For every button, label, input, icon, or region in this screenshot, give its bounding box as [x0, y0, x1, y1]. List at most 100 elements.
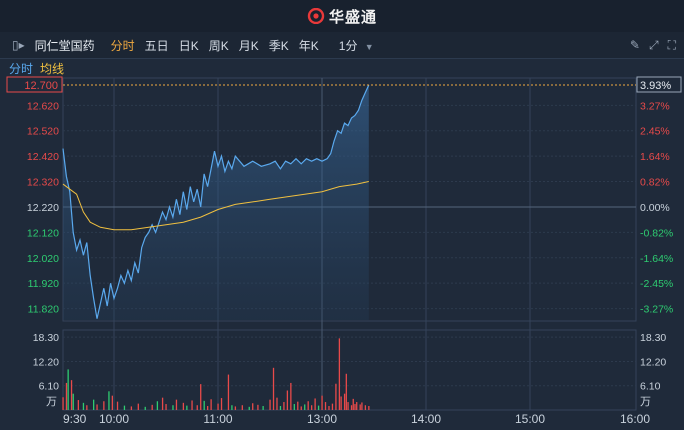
volume-bar: [340, 396, 342, 410]
collapse-sidebar-icon[interactable]: ▯▸: [12, 38, 25, 52]
current-price-tag: 12.700: [24, 80, 58, 92]
pct-tick-label: 0.00%: [640, 202, 670, 214]
volume-bar: [248, 406, 250, 410]
tab-weekly-k[interactable]: 周K: [208, 38, 229, 53]
volume-bar: [72, 393, 74, 410]
tab-monthly-k[interactable]: 月K: [238, 38, 259, 53]
pct-tick-label: 0.82%: [640, 177, 670, 189]
volume-bar: [156, 401, 159, 410]
pct-tick-label: -2.45%: [640, 278, 673, 290]
price-tick-label: 12.120: [27, 227, 59, 239]
price-tick-label: 12.020: [27, 253, 59, 265]
volume-bar: [311, 405, 313, 410]
tab-daily-k[interactable]: 日K: [178, 38, 199, 53]
current-change-tag-box: [636, 76, 682, 93]
volume-bar: [207, 406, 209, 410]
volume-bar: [70, 380, 73, 410]
volume-bar: [111, 395, 113, 410]
volume-bar: [186, 405, 188, 410]
current-price-tag-box: [6, 76, 63, 93]
volume-bar: [272, 367, 275, 410]
price-line: [62, 84, 370, 319]
volume-bar: [65, 382, 68, 410]
tab-quarterly-k[interactable]: 季K: [268, 38, 289, 53]
volume-unit-label-right: 万: [640, 395, 651, 408]
volume-bar: [300, 406, 302, 410]
interval-value: 1分: [338, 38, 358, 53]
volume-tick-label-right: 18.30: [640, 332, 666, 344]
mode-label[interactable]: 分时: [9, 61, 34, 76]
volume-bar: [108, 391, 110, 410]
volume-bar: [262, 406, 264, 410]
pencil-icon[interactable]: ✎: [629, 37, 640, 52]
time-tick-label: 15:00: [515, 412, 545, 426]
price-tick-label: 12.520: [27, 126, 59, 138]
volume-bar: [200, 384, 202, 410]
volume-tick-label-right: 12.20: [640, 356, 666, 368]
volume-bar: [350, 405, 353, 410]
volume-bar: [269, 399, 271, 410]
volume-bar: [82, 402, 85, 410]
volume-bar: [196, 405, 198, 410]
volume-bar: [175, 399, 178, 410]
tab-5day[interactable]: 五日: [144, 38, 169, 53]
volume-bar: [93, 399, 95, 410]
time-tick-label: 13:00: [307, 412, 337, 426]
volume-bar: [231, 405, 233, 410]
tab-yearly-k[interactable]: 年K: [298, 38, 319, 53]
volume-bar: [352, 398, 354, 410]
volume-bar: [217, 403, 219, 410]
volume-bar: [103, 401, 105, 410]
interval-select[interactable]: 1分 ▼: [334, 37, 379, 54]
volume-bar: [297, 401, 299, 410]
time-tick-label: 9:30: [63, 412, 87, 426]
app-logo: 华盛通: [307, 6, 377, 27]
volume-bar: [234, 406, 237, 410]
volume-bar: [314, 398, 316, 410]
volume-bar: [304, 404, 306, 410]
volume-bar: [293, 404, 295, 410]
price-tick-label: 12.620: [27, 100, 59, 112]
fullscreen-icon[interactable]: ⛶: [667, 37, 676, 52]
average-line: [62, 181, 369, 231]
volume-bar: [324, 402, 327, 410]
volume-bar: [210, 399, 212, 410]
pct-tick-label: -0.82%: [640, 227, 673, 239]
volume-bar: [86, 405, 88, 410]
volume-tick-label: 12.20: [33, 356, 59, 368]
volume-bar: [130, 406, 133, 410]
current-change-tag: 3.93%: [640, 80, 671, 92]
volume-bar: [356, 402, 358, 410]
time-tick-label: 16:00: [620, 412, 650, 426]
volume-bar: [116, 401, 119, 410]
logo-icon: [307, 8, 325, 24]
volume-bar: [359, 404, 361, 410]
volume-bar: [62, 397, 64, 410]
volume-bar: [307, 401, 309, 410]
stock-name[interactable]: 同仁堂国药: [34, 38, 95, 53]
price-tick-label: 12.320: [27, 177, 59, 189]
volume-bar: [96, 404, 98, 410]
price-tick-label: 12.220: [27, 202, 59, 214]
volume-bar: [368, 406, 370, 410]
time-tick-label: 11:00: [203, 412, 232, 426]
volume-bar: [364, 405, 367, 410]
ma-label[interactable]: 均线: [40, 61, 65, 76]
volume-bar: [290, 382, 292, 410]
volume-bar: [77, 400, 79, 410]
price-tick-label: 11.920: [28, 278, 59, 290]
volume-tick-label-right: 6.10: [640, 381, 661, 393]
volume-bar: [354, 404, 356, 410]
logo-text: 华盛通: [328, 8, 377, 26]
volume-bar: [328, 406, 330, 410]
volume-bar: [165, 404, 167, 410]
toolbar: ▯▸ 同仁堂国药 分时 五日 日K 周K 月K 季K 年K 1分 ▼ ✎ ⤢ ⛶: [0, 32, 684, 59]
chevron-down-icon: ▼: [364, 41, 374, 52]
volume-bar: [338, 338, 341, 410]
volume-panel-frame: [62, 329, 637, 411]
tab-intraday[interactable]: 分时: [110, 38, 135, 53]
pct-tick-label: 2.45%: [640, 126, 670, 138]
expand-icon[interactable]: ⤢: [648, 37, 659, 52]
volume-bar: [161, 397, 164, 410]
